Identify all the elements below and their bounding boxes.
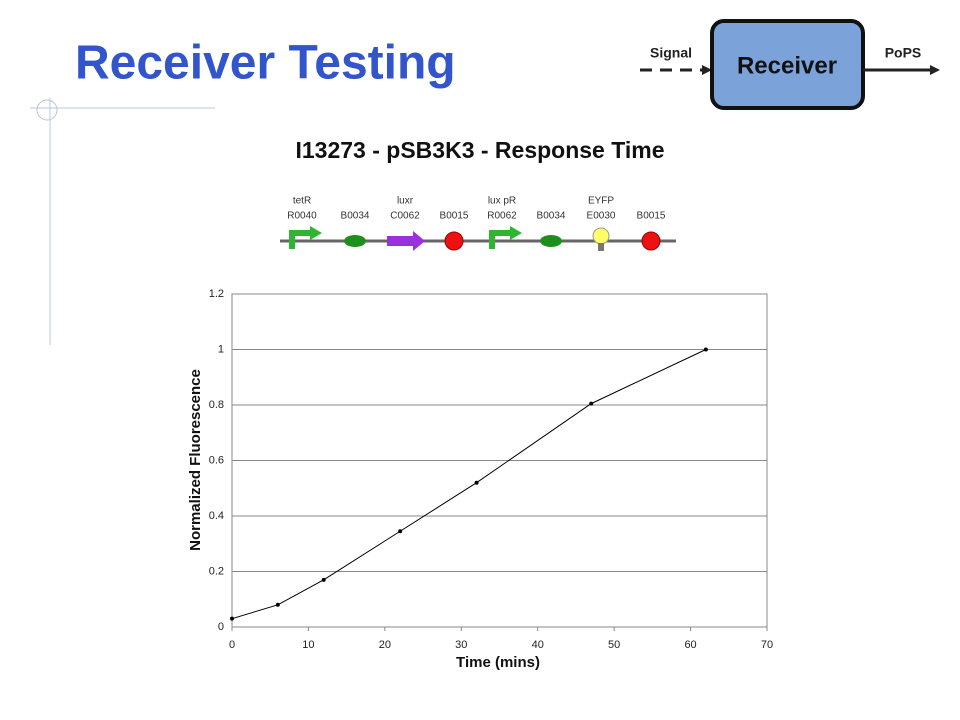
point (474, 480, 479, 485)
x-tick-label: 60 (684, 639, 696, 651)
y-tick-label: 0.2 (209, 565, 224, 577)
point (275, 602, 280, 607)
arrow-head (702, 65, 712, 75)
point (230, 616, 234, 621)
x-tick-label: 10 (302, 639, 314, 651)
part-id: R0040 (287, 211, 317, 222)
part-id: B0015 (440, 211, 469, 222)
y-tick-label: 0.4 (209, 510, 224, 522)
arrow-head (930, 65, 940, 75)
point (321, 577, 326, 582)
part-name: tetR (293, 196, 311, 207)
part-id: R0062 (487, 211, 517, 222)
x-tick-label: 0 (229, 639, 235, 651)
rbs (540, 235, 562, 247)
part-id: E0030 (587, 211, 616, 222)
plot: 0 0.2 0.4 0.6 0.8 1 1.2 0 10 20 30 40 50 60 70 (209, 288, 773, 651)
point (703, 347, 708, 352)
reporter (592, 227, 610, 245)
promoter-head (510, 226, 522, 240)
part-id: B0015 (637, 211, 666, 222)
y-tick-label: 1 (218, 343, 224, 355)
y-tick-label: 0 (218, 621, 224, 633)
receiver-box (710, 19, 865, 110)
y-tick-label: 0.8 (209, 399, 224, 411)
part-id: C0062 (390, 211, 420, 222)
point (398, 529, 403, 534)
part-id: B0034 (341, 211, 370, 222)
point (589, 401, 594, 406)
y-axis-label: Normalized Fluorescence (187, 369, 204, 551)
part-name: EYFP (588, 196, 614, 207)
reporter-base (598, 243, 604, 251)
decor-circle (36, 99, 58, 121)
x-axis-label: Time (mins) (456, 654, 540, 671)
parts: tetR R0040 B0034 luxr C0062 B0015 lux pR R0062 B… (287, 196, 666, 251)
promoter (289, 230, 312, 249)
line (231, 349, 707, 620)
slide-title: Receiver Testing (75, 37, 456, 90)
cds (387, 231, 425, 251)
chart-title: I13273 - pSB3K3 - Response Time (296, 137, 665, 163)
signal-label: Signal (650, 45, 692, 61)
y-tick-label: 1.2 (209, 288, 224, 300)
x-tick-label: 20 (379, 639, 391, 651)
promoter (489, 230, 512, 249)
x-tick-label: 30 (455, 639, 467, 651)
part-name: lux pR (488, 196, 516, 207)
pops-label: PoPS (885, 45, 922, 61)
terminator (444, 231, 464, 251)
part-id: B0034 (537, 211, 566, 222)
y-tick-label: 0.6 (209, 454, 224, 466)
receiver-label: Receiver (737, 52, 837, 79)
promoter-head (310, 226, 322, 240)
part-name: luxr (397, 196, 414, 207)
rbs (344, 235, 366, 247)
terminator (641, 231, 661, 251)
x-tick-label: 50 (608, 639, 620, 651)
x-tick-label: 40 (532, 639, 544, 651)
x-tick-label: 70 (761, 639, 773, 651)
